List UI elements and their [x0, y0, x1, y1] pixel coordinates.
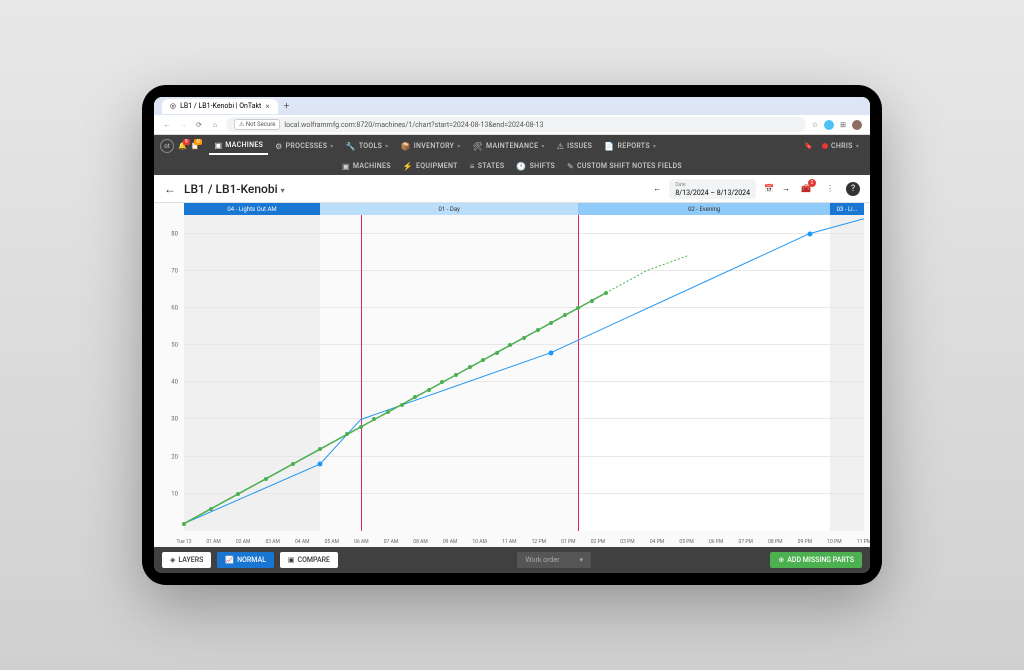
tab-favicon: ◎	[170, 102, 176, 110]
back-button[interactable]: ←	[164, 182, 176, 196]
x-axis: Tue 1301 AM02 AM03 AM04 AM05 AM06 AM07 A…	[184, 533, 864, 547]
date-prev-icon[interactable]: ←	[653, 184, 661, 193]
more-icon[interactable]: ⋮	[822, 181, 838, 197]
footer-bar: ◈ LAYERS 📈 NORMAL ▣ COMPARE Work order▾ …	[154, 547, 870, 573]
nav-reports[interactable]: 📄REPORTS▾	[599, 138, 661, 155]
url-field[interactable]: ⚠ Not Secure local.wolframmfg.com:8720/m…	[226, 117, 806, 132]
screen: ◎ LB1 / LB1-Kenobi | OnTakt × + ← → ⟳ ⌂ …	[154, 97, 870, 573]
nav-issues[interactable]: ⚠ISSUES	[552, 138, 598, 155]
ext-icon[interactable]	[824, 120, 834, 130]
nav-tools[interactable]: 🔧TOOLS▾	[341, 138, 394, 155]
bookmark-icon[interactable]: 🔖	[804, 142, 813, 150]
puzzle-icon[interactable]: ⊞	[840, 121, 846, 129]
nav-processes[interactable]: ⚙PROCESSES▾	[270, 138, 338, 155]
chart-area: 04 - Lights Out AM01 - Day02 - Evening03…	[154, 203, 870, 547]
url-text: local.wolframmfg.com:8720/machines/1/cha…	[284, 121, 543, 129]
normal-button[interactable]: 📈 NORMAL	[217, 552, 274, 568]
date-next-icon[interactable]: →	[782, 184, 790, 193]
shift-segment[interactable]: 01 - Day	[320, 203, 578, 215]
chart-plot[interactable]	[184, 215, 864, 531]
shift-segment[interactable]: 03 - Li...	[830, 203, 864, 215]
browser-tab-bar: ◎ LB1 / LB1-Kenobi | OnTakt × +	[154, 97, 870, 115]
shift-segment[interactable]: 04 - Lights Out AM	[184, 203, 320, 215]
subnav-states[interactable]: ≡STATES	[465, 159, 510, 174]
subnav-shifts[interactable]: 🕐SHIFTS	[511, 159, 560, 174]
address-bar: ← → ⟳ ⌂ ⚠ Not Secure local.wolframmfg.co…	[154, 115, 870, 135]
sub-toolbar: ▣MACHINES⚡EQUIPMENT≡STATES🕐SHIFTS✎CUSTOM…	[154, 157, 870, 175]
shift-segment[interactable]: 02 - Evening	[578, 203, 830, 215]
y-axis: 1020304050607080	[154, 215, 182, 531]
toolbox-icon[interactable]: 🧰2	[798, 181, 814, 197]
notes-icon[interactable]: 📋6!	[191, 142, 200, 150]
layers-button[interactable]: ◈ LAYERS	[162, 552, 211, 568]
new-tab-button[interactable]: +	[284, 101, 290, 112]
nav-maintenance[interactable]: 🛠MAINTENANCE▾	[468, 138, 550, 155]
bell-icon[interactable]: 🔔9	[178, 142, 187, 150]
nav-machines[interactable]: ▣MACHINES	[209, 138, 268, 155]
work-order-select[interactable]: Work order▾	[517, 552, 591, 568]
calendar-icon[interactable]: 📅	[764, 184, 774, 193]
subnav-custom-shift-notes-fields[interactable]: ✎CUSTOM SHIFT NOTES FIELDS	[562, 159, 687, 174]
app-logo[interactable]: ot	[160, 139, 174, 153]
browser-tab[interactable]: ◎ LB1 / LB1-Kenobi | OnTakt ×	[162, 99, 278, 114]
help-icon[interactable]: ?	[846, 182, 860, 196]
nav-inventory[interactable]: 📦INVENTORY▾	[395, 138, 465, 155]
page-title[interactable]: LB1 / LB1-Kenobi ▾	[184, 182, 285, 196]
add-parts-button[interactable]: ⊕ ADD MISSING PARTS	[770, 552, 862, 568]
avatar-icon[interactable]	[852, 120, 862, 130]
star-icon[interactable]: ☆	[812, 121, 818, 129]
subnav-machines[interactable]: ▣MACHINES	[337, 159, 396, 174]
reload-icon[interactable]: ⟳	[194, 120, 204, 130]
shift-strip: 04 - Lights Out AM01 - Day02 - Evening03…	[184, 203, 864, 215]
tab-title: LB1 / LB1-Kenobi | OnTakt	[180, 102, 261, 110]
subnav-equipment[interactable]: ⚡EQUIPMENT	[398, 159, 463, 174]
back-icon[interactable]: ←	[162, 120, 172, 130]
forward-icon[interactable]: →	[178, 120, 188, 130]
date-range-picker[interactable]: Date 8/13/2024 – 8/13/2024	[669, 179, 756, 199]
close-tab-icon[interactable]: ×	[265, 102, 269, 111]
not-secure-badge: ⚠ Not Secure	[234, 119, 280, 130]
page-header: ← LB1 / LB1-Kenobi ▾ ← Date 8/13/2024 – …	[154, 175, 870, 203]
compare-button[interactable]: ▣ COMPARE	[280, 552, 338, 568]
main-toolbar: ot 🔔9 📋6! ▣MACHINES⚙PROCESSES▾🔧TOOLS▾📦IN…	[154, 135, 870, 157]
home-icon[interactable]: ⌂	[210, 120, 220, 130]
tablet-frame: ◎ LB1 / LB1-Kenobi | OnTakt × + ← → ⟳ ⌂ …	[142, 85, 882, 585]
user-menu[interactable]: CHRIS▾	[817, 139, 864, 153]
